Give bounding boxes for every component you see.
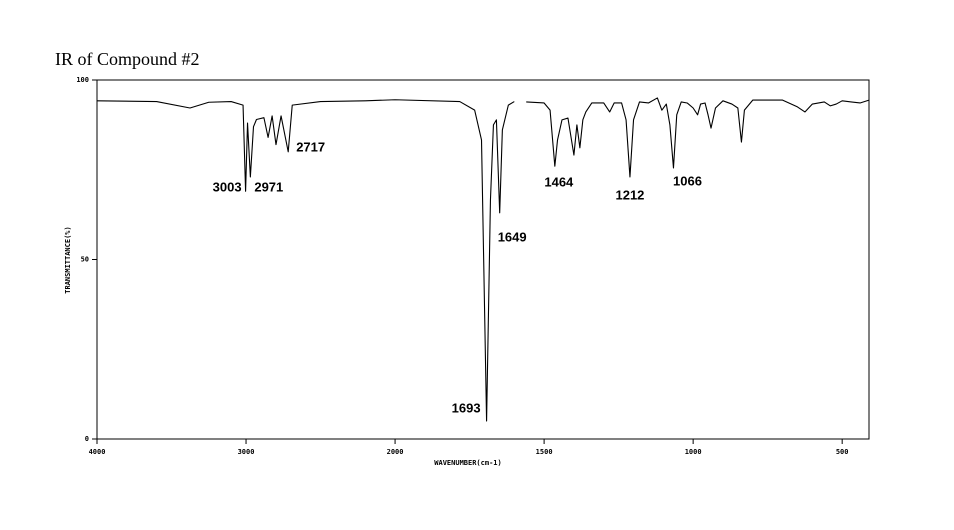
x-axis-label: WAVENUMBER(cm-1) — [434, 459, 501, 467]
peak-label: 1212 — [615, 187, 644, 202]
y-tick-label: 100 — [76, 76, 89, 84]
peak-label: 1464 — [544, 174, 574, 189]
peak-label: 3003 — [213, 179, 242, 194]
x-tick-label: 500 — [836, 448, 849, 456]
chart-title: IR of Compound #2 — [55, 49, 200, 69]
peak-label: 1649 — [498, 229, 527, 244]
x-tick-label: 2000 — [387, 448, 404, 456]
x-tick-label: 3000 — [238, 448, 255, 456]
plot-frame — [96, 79, 870, 440]
peak-label: 1066 — [673, 173, 702, 188]
peak-label: 1693 — [452, 400, 481, 415]
x-tick-label: 1000 — [685, 448, 702, 456]
x-tick-label: 4000 — [89, 448, 106, 456]
x-tick-label: 1500 — [536, 448, 553, 456]
peak-label: 2971 — [254, 179, 283, 194]
y-tick-label: 50 — [81, 256, 89, 264]
peak-label: 2717 — [296, 139, 325, 154]
spectrum-line — [96, 97, 870, 422]
y-axis-label: TRANSMITTANCE(%) — [64, 226, 72, 293]
y-tick-label: 0 — [85, 435, 89, 443]
